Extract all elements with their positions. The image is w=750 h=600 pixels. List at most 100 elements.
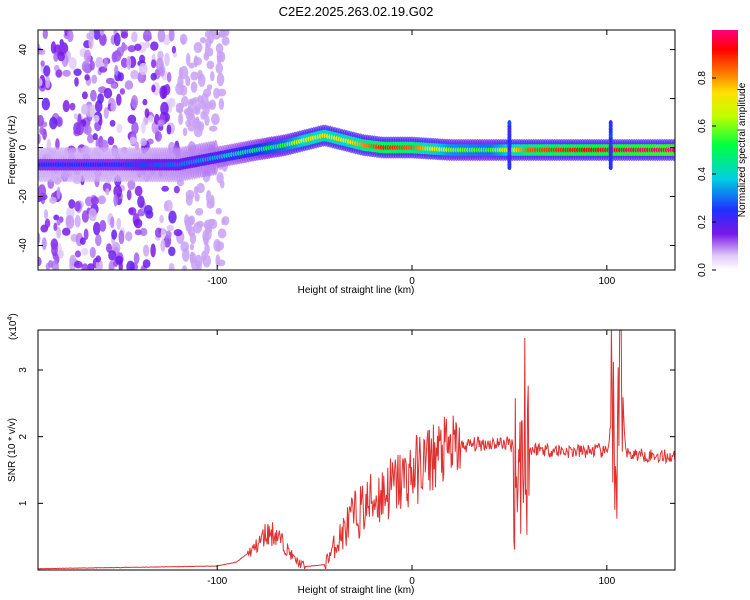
- spectrogram-noise-cell: [89, 30, 95, 41]
- spectrogram-noise-cell: [74, 201, 81, 212]
- spectrogram-noise-cell: [154, 131, 162, 142]
- spectrogram-noise-cell: [124, 80, 134, 90]
- spectrogram-noise-cell: [150, 243, 156, 258]
- spectrogram-noise-cell: [113, 194, 119, 207]
- spectrogram-noise-cell: [86, 32, 91, 40]
- spectrogram-noise-cell: [110, 82, 118, 89]
- spectrogram-noise-cell: [151, 84, 156, 93]
- spectrogram-noise-cell: [141, 120, 146, 134]
- spectrogram-noise-cell: [166, 124, 172, 135]
- spectrogram-noise-cell: [68, 57, 77, 70]
- spectrogram-ylabel: Frequency (Hz): [7, 116, 18, 185]
- spectrogram-noise-cell: [105, 187, 110, 196]
- spectrogram-noise-cell: [73, 260, 83, 269]
- snr-frame: [37, 329, 676, 571]
- spectrogram-noise-cell: [118, 230, 125, 245]
- snr-multiplier-close: ): [8, 313, 19, 316]
- spectrogram-ytick-label: 40: [18, 44, 29, 56]
- spectrogram-noise-cell: [144, 204, 153, 215]
- spectrogram-noise-cell: [134, 43, 142, 51]
- spectrogram-noise-cell: [99, 219, 107, 232]
- spectrogram-noise-cell: [108, 250, 117, 261]
- spectrogram-noise-cell: [43, 65, 51, 77]
- spectrogram-noise-cell: [131, 121, 139, 135]
- colorbar-tick-label: 0.0: [697, 263, 708, 277]
- spectrogram-noise-cell: [198, 100, 206, 110]
- spectrogram-ytick-label: -40: [18, 238, 29, 253]
- spectrogram-noise-cell: [150, 72, 157, 81]
- spectrogram-noise-cell: [164, 52, 170, 67]
- spectrogram-noise-cell: [49, 116, 58, 130]
- spectrogram-noise-cell: [215, 207, 222, 215]
- spectrogram-noise-cell: [81, 263, 89, 270]
- spectrogram-noise-cell: [55, 69, 62, 78]
- spectrogram-noise-cell: [205, 189, 212, 204]
- spectrogram-noise-cell: [142, 30, 152, 42]
- spectrogram-noise-cell: [91, 74, 98, 84]
- spectrogram-noise-cell: [99, 33, 107, 46]
- colorbar-tick-label: 0.6: [697, 119, 708, 133]
- spectrogram-noise-cell: [142, 98, 148, 106]
- spectrogram-noise-cell: [175, 82, 185, 96]
- spectrogram-noise-cell: [113, 50, 122, 62]
- spectrogram-noise-cell: [45, 75, 51, 89]
- spectrogram-noise-cell: [56, 219, 61, 226]
- spectrogram-noise-cell: [134, 185, 143, 197]
- spectrogram-noise-cell: [61, 227, 71, 236]
- spectrogram-noise-cell: [204, 101, 214, 110]
- snr-multiplier-exp: 4: [7, 317, 14, 321]
- spectrogram-noise-cell: [88, 208, 97, 222]
- spectrogram-noise-cell: [56, 186, 61, 200]
- spectrogram-noise-cell: [110, 101, 117, 112]
- spectrogram-noise-cell: [119, 88, 126, 95]
- spectrogram-noise-cell: [56, 226, 62, 239]
- spectrogram-noise-cell: [120, 57, 129, 68]
- spectrogram-noise-cell: [194, 254, 203, 268]
- spectrogram-noise-cell: [188, 98, 197, 106]
- snr-series-line: [38, 330, 675, 570]
- spectrogram-noise-cell: [103, 87, 113, 99]
- colorbar: 0.0 0.2 0.4 0.6 0.8 Normalized spectral ampl…: [697, 30, 748, 277]
- spectrogram-noise-cell: [142, 259, 151, 268]
- spectrogram-noise-cell: [126, 260, 135, 270]
- spectrogram-noise-cell: [182, 265, 187, 270]
- spectrogram-noise-cell: [188, 62, 195, 69]
- spectrogram-noise-cell: [160, 227, 167, 240]
- spectrogram-noise-cell: [83, 228, 89, 241]
- spectrogram-noise-cell: [103, 57, 109, 69]
- snr-ytick-label: 2: [18, 433, 29, 439]
- spectrogram-noise-cell: [210, 113, 220, 126]
- spectrogram-noise-cell: [102, 182, 112, 193]
- spectrogram-noise-cell: [193, 42, 203, 54]
- spectrogram-noise-cell: [177, 103, 183, 114]
- spectrogram-noise-cell: [221, 217, 226, 226]
- spectrogram-noise-cell: [221, 36, 230, 46]
- spectrogram-noise-cell: [185, 119, 192, 128]
- spectrogram-noise-cell: [93, 30, 101, 40]
- spectrogram-noise-cell: [188, 226, 196, 238]
- spectrogram-noise-cell: [87, 134, 94, 144]
- spectrogram-noise-cell: [219, 51, 226, 63]
- spectrogram-noise-cell: [38, 184, 47, 199]
- spectrogram-noise-cell: [193, 56, 203, 66]
- spectrogram-noise-cell: [180, 241, 190, 253]
- spectrogram-noise-cell: [68, 199, 76, 209]
- spectrogram-noise-cell: [154, 227, 163, 238]
- spectrogram-noise-cell: [168, 262, 175, 270]
- colorbar-label: Normalized spectral amplitude: [737, 82, 748, 217]
- spectrogram-noise-cell: [50, 41, 57, 54]
- spectrogram-noise-cell: [199, 36, 207, 44]
- spectrogram-noise-cell: [181, 96, 189, 107]
- spectrogram-noise-cell: [206, 60, 215, 70]
- spectrogram-noise-cell: [89, 60, 95, 71]
- spectrogram-ytick-label: -20: [18, 189, 29, 204]
- spectrogram-noise-cell: [197, 69, 203, 80]
- spectrogram-noise-cell: [171, 45, 177, 54]
- spectrogram-noise-cell: [84, 125, 92, 136]
- spectrogram-noise-cell: [74, 77, 79, 87]
- spectrogram-noise-cell: [55, 116, 63, 128]
- spectrogram-noise-cell: [194, 122, 204, 130]
- spectrogram-noise-cell: [90, 89, 97, 102]
- spectrogram-noise-cell: [62, 100, 70, 113]
